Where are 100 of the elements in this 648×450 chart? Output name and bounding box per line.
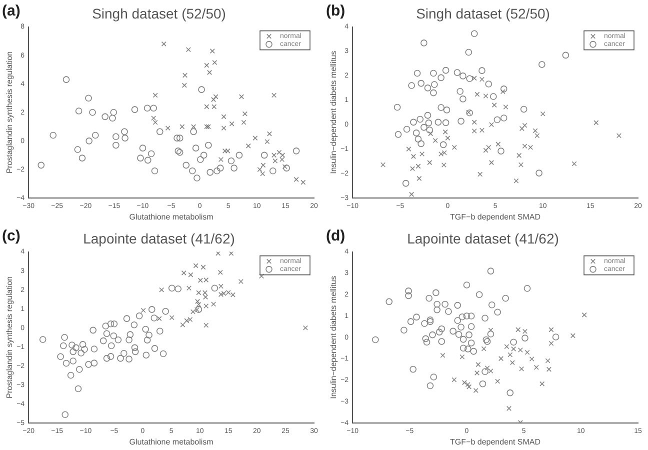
point bbox=[190, 128, 197, 136]
point bbox=[410, 366, 416, 373]
point bbox=[74, 146, 82, 153]
point bbox=[238, 94, 244, 100]
point bbox=[156, 316, 162, 322]
point bbox=[441, 162, 446, 168]
point bbox=[506, 406, 512, 411]
point bbox=[188, 272, 194, 278]
point bbox=[206, 168, 214, 176]
point bbox=[90, 326, 96, 334]
point bbox=[502, 294, 509, 302]
x-axis-title: TGF−b dependent SMAD bbox=[450, 437, 541, 446]
point bbox=[410, 154, 416, 159]
point bbox=[476, 362, 481, 368]
point bbox=[616, 133, 622, 138]
point bbox=[520, 106, 528, 113]
point bbox=[488, 301, 496, 308]
point bbox=[110, 320, 118, 328]
point bbox=[121, 128, 128, 136]
point bbox=[131, 106, 138, 113]
point bbox=[548, 340, 554, 346]
point bbox=[216, 252, 221, 256]
point bbox=[210, 48, 215, 54]
point bbox=[282, 164, 288, 170]
point bbox=[474, 92, 480, 97]
point bbox=[195, 298, 200, 304]
point bbox=[126, 331, 134, 338]
point bbox=[280, 152, 286, 158]
point bbox=[524, 350, 530, 355]
point bbox=[174, 285, 182, 292]
point bbox=[524, 284, 531, 292]
point bbox=[102, 113, 108, 120]
point bbox=[483, 93, 488, 99]
point bbox=[472, 128, 477, 134]
point bbox=[450, 328, 456, 335]
point bbox=[103, 354, 110, 362]
point bbox=[394, 104, 401, 111]
point bbox=[228, 252, 234, 256]
point bbox=[436, 328, 443, 336]
point bbox=[218, 292, 224, 297]
point bbox=[276, 150, 282, 155]
point bbox=[62, 360, 70, 367]
point bbox=[213, 94, 218, 100]
point bbox=[440, 352, 446, 358]
point bbox=[204, 104, 210, 110]
point bbox=[534, 364, 539, 370]
point bbox=[522, 122, 528, 128]
point bbox=[460, 72, 466, 80]
point bbox=[191, 124, 196, 130]
point bbox=[117, 354, 124, 362]
point bbox=[136, 312, 143, 320]
point bbox=[519, 126, 524, 132]
point bbox=[280, 156, 285, 162]
chart-title: Singh dataset (52/50) bbox=[92, 5, 226, 22]
point bbox=[431, 81, 438, 88]
point bbox=[78, 350, 84, 356]
point bbox=[107, 320, 114, 328]
point bbox=[455, 331, 462, 338]
point bbox=[420, 151, 425, 156]
point bbox=[67, 372, 74, 379]
point bbox=[229, 121, 234, 126]
point bbox=[538, 61, 546, 68]
point bbox=[454, 317, 462, 324]
point bbox=[540, 111, 546, 116]
point bbox=[159, 287, 164, 292]
point bbox=[300, 180, 306, 185]
chart-title: Lapointe dataset (41/62) bbox=[407, 230, 559, 246]
point bbox=[68, 342, 76, 348]
point bbox=[161, 41, 166, 46]
point bbox=[372, 336, 379, 344]
point bbox=[294, 176, 299, 182]
point bbox=[438, 104, 444, 111]
point bbox=[39, 336, 46, 343]
point bbox=[472, 120, 477, 125]
point bbox=[61, 334, 68, 341]
point bbox=[528, 144, 534, 150]
point bbox=[440, 141, 447, 148]
point bbox=[468, 340, 475, 346]
chart-title: Lapointe dataset (41/62) bbox=[83, 230, 235, 246]
point bbox=[428, 131, 434, 136]
text: (a) bbox=[2, 2, 20, 20]
point bbox=[430, 70, 437, 77]
point bbox=[548, 327, 554, 332]
point bbox=[107, 353, 114, 360]
point bbox=[481, 346, 486, 352]
point bbox=[212, 104, 217, 110]
point bbox=[494, 308, 501, 316]
point bbox=[500, 86, 508, 92]
point bbox=[424, 84, 432, 92]
point bbox=[139, 144, 146, 152]
point bbox=[422, 335, 430, 342]
point bbox=[204, 303, 209, 309]
point bbox=[192, 144, 200, 152]
point bbox=[156, 328, 164, 335]
point bbox=[486, 144, 492, 150]
point bbox=[403, 126, 410, 133]
point bbox=[110, 109, 118, 116]
point bbox=[168, 284, 176, 292]
point bbox=[458, 118, 464, 125]
point bbox=[452, 377, 457, 382]
